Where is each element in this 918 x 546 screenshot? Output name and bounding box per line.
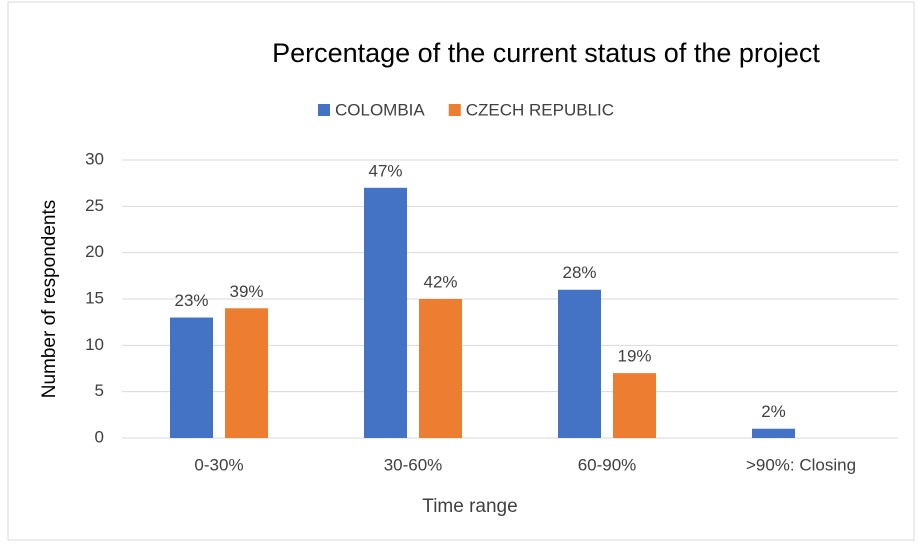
- data-label: 2%: [761, 402, 786, 421]
- x-tick-label: 30-60%: [384, 455, 443, 474]
- legend-label: CZECH REPUBLIC: [466, 100, 614, 119]
- legend-swatch: [448, 104, 461, 116]
- data-label: 47%: [368, 161, 402, 180]
- x-axis-title: Time range: [422, 496, 517, 517]
- data-label: 39%: [229, 282, 263, 301]
- x-tick-label: >90%: Closing: [746, 455, 856, 474]
- bar: [364, 187, 407, 438]
- y-tick-label: 5: [95, 381, 104, 400]
- y-tick-label: 30: [85, 149, 104, 168]
- data-label: 42%: [423, 272, 457, 291]
- y-tick-label: 20: [85, 242, 104, 261]
- bar: [419, 299, 462, 438]
- legend-swatch: [318, 104, 330, 116]
- data-label: 23%: [174, 291, 208, 310]
- y-axis-title: Number of respondents: [39, 200, 60, 399]
- data-label: 19%: [617, 347, 651, 366]
- chart-title: Percentage of the current status of the …: [272, 38, 820, 68]
- y-tick-label: 25: [85, 196, 104, 215]
- chart-frame: [7, 1, 915, 541]
- bar: [225, 308, 268, 438]
- bar: [613, 373, 656, 438]
- y-tick-label: 15: [85, 288, 104, 307]
- legend-label: COLOMBIA: [335, 100, 425, 119]
- bar: [558, 289, 601, 438]
- data-label: 28%: [562, 263, 596, 282]
- bar: [752, 428, 795, 438]
- x-tick-label: 60-90%: [578, 455, 637, 474]
- y-tick-label: 0: [95, 427, 104, 446]
- y-tick-label: 10: [85, 335, 104, 354]
- bar: [170, 317, 213, 438]
- x-tick-label: 0-30%: [194, 455, 243, 474]
